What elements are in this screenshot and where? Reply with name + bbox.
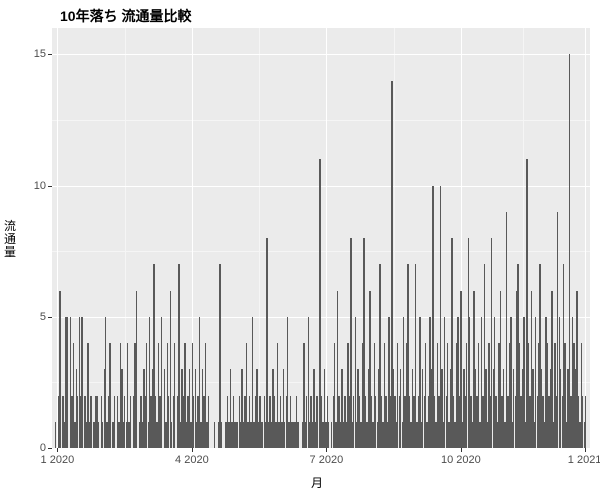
grid-minor-h (52, 120, 590, 121)
bar (297, 422, 298, 448)
x-axis-label: 月 (311, 474, 323, 491)
xtick-mark (585, 448, 586, 452)
bar (136, 291, 137, 449)
grid-major-v (57, 28, 58, 448)
grid-minor-v (259, 28, 260, 448)
xtick-label: 10 2020 (441, 454, 481, 466)
bar (266, 238, 267, 448)
bar (98, 422, 99, 448)
bar (569, 54, 570, 448)
bar (208, 396, 209, 449)
bar (415, 264, 416, 448)
grid-major-v (326, 28, 327, 448)
bar (130, 396, 131, 449)
bar (55, 422, 56, 448)
xtick-label: 1 2021 (568, 454, 600, 466)
xtick-label: 7 2020 (310, 454, 344, 466)
bar (161, 317, 162, 448)
bar (219, 264, 220, 448)
ytick-mark (48, 448, 52, 449)
bar (221, 422, 222, 448)
ytick-mark (48, 54, 52, 55)
bar (114, 396, 115, 449)
ytick-label: 10 (34, 180, 46, 192)
bar (350, 238, 351, 448)
ytick-label: 0 (40, 442, 46, 454)
xtick-mark (461, 448, 462, 452)
ytick-mark (48, 186, 52, 187)
bar (316, 396, 317, 449)
bar (585, 396, 586, 449)
grid-major-h (52, 54, 590, 55)
grid-major-v (585, 28, 586, 448)
bar (109, 343, 110, 448)
bar (214, 422, 215, 448)
bar (178, 264, 179, 448)
bar (328, 422, 329, 448)
chart-title: 10年落ち 流通量比較 (60, 6, 191, 26)
xtick-mark (57, 448, 58, 452)
xtick-label: 4 2020 (175, 454, 209, 466)
plot-area (52, 28, 590, 448)
bar (90, 396, 91, 449)
bar (59, 291, 60, 449)
bar (174, 343, 175, 448)
xtick-mark (192, 448, 193, 452)
bar (67, 317, 68, 448)
grid-major-h (52, 186, 590, 187)
ytick-label: 15 (34, 48, 46, 60)
grid-minor-v (125, 28, 126, 448)
xtick-mark (326, 448, 327, 452)
ytick-mark (48, 317, 52, 318)
xtick-label: 1 2020 (41, 454, 75, 466)
y-axis-label: 流通量 (4, 220, 16, 260)
chart-container: 10年落ち 流通量比較 流通量 月 0 5 10 15 1 2020 4 2020 7 20… (0, 0, 600, 500)
grid-minor-h (52, 251, 590, 252)
ytick-label: 5 (40, 311, 46, 323)
bar (81, 317, 82, 448)
